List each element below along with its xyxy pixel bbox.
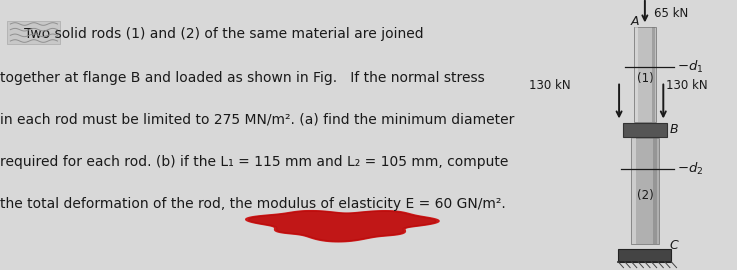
Text: Two solid rods (1) and (2) of the same material are joined: Two solid rods (1) and (2) of the same m…: [11, 27, 424, 40]
Text: A: A: [631, 15, 640, 28]
Text: 130 kN: 130 kN: [529, 79, 570, 92]
Text: (1): (1): [637, 72, 653, 86]
Text: together at flange B and loaded as shown in Fig.   If the normal stress: together at flange B and loaded as shown…: [0, 71, 485, 85]
Bar: [618, 249, 671, 262]
Text: $-d_1$: $-d_1$: [677, 59, 703, 75]
Text: B: B: [669, 123, 678, 137]
Text: in each rod must be limited to 275 MN/m². (a) find the minimum diameter: in each rod must be limited to 275 MN/m²…: [0, 113, 514, 127]
Polygon shape: [245, 211, 439, 242]
Text: 130 kN: 130 kN: [666, 79, 707, 92]
Polygon shape: [248, 211, 436, 241]
Bar: [632, 138, 637, 244]
Text: required for each rod. (b) if the L₁ = 115 mm and L₂ = 105 mm, compute: required for each rod. (b) if the L₁ = 1…: [0, 155, 509, 169]
Bar: [653, 138, 657, 244]
Bar: [652, 27, 654, 122]
Text: 65 kN: 65 kN: [654, 7, 688, 20]
Text: the total deformation of the rod, the modulus of elasticity E = 60 GN/m².: the total deformation of the rod, the mo…: [0, 197, 506, 211]
Text: $-d_2$: $-d_2$: [677, 161, 703, 177]
Bar: [634, 27, 656, 122]
Bar: [631, 138, 659, 244]
Bar: [7, 21, 60, 44]
Bar: [635, 27, 638, 122]
Text: (2): (2): [637, 189, 653, 202]
Text: C: C: [669, 239, 678, 252]
Bar: [623, 123, 667, 137]
